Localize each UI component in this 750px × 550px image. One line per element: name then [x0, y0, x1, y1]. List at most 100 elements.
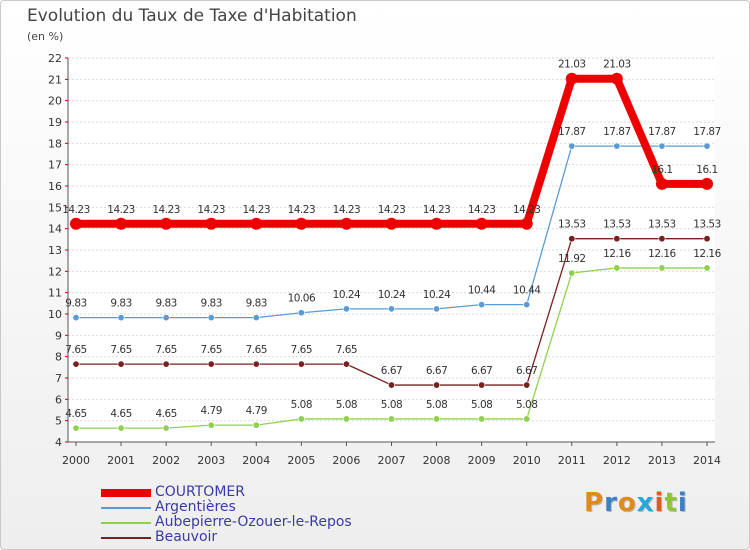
data-label: 21.03: [558, 59, 586, 71]
data-point: [342, 360, 350, 368]
x-tick-label: 2000: [62, 454, 90, 467]
data-point: [478, 381, 486, 389]
data-point: [658, 235, 666, 243]
data-point: [252, 360, 260, 368]
data-label: 9.83: [201, 298, 222, 310]
data-label: 17.87: [648, 126, 676, 138]
logo-letter: i: [677, 488, 688, 518]
x-tick-label: 2006: [332, 454, 360, 467]
y-tick-label: 19: [48, 116, 62, 129]
data-point: [475, 217, 488, 230]
data-point: [568, 235, 576, 243]
data-label: 13.53: [648, 219, 676, 231]
logo-letter: x: [636, 488, 655, 518]
data-label: 12.16: [603, 248, 631, 260]
data-point: [340, 217, 353, 230]
data-label: 10.24: [378, 289, 406, 301]
data-label: 13.53: [603, 219, 631, 231]
data-point: [568, 142, 576, 150]
data-label: 17.87: [603, 126, 631, 138]
data-label: 21.03: [603, 59, 631, 71]
data-label: 12.16: [648, 248, 676, 260]
data-point: [703, 264, 711, 272]
x-tick-label: 2011: [558, 454, 586, 467]
data-label: 7.65: [65, 344, 86, 356]
data-point: [115, 217, 128, 230]
logo-letter: o: [617, 488, 637, 518]
data-point: [703, 235, 711, 243]
data-label: 14.23: [62, 204, 90, 216]
data-point: [385, 217, 398, 230]
data-label: 4.65: [155, 408, 176, 420]
data-label: 11.92: [558, 253, 586, 265]
data-label: 5.08: [336, 399, 357, 411]
data-label: 5.08: [381, 399, 402, 411]
data-label: 5.08: [426, 399, 447, 411]
data-point: [658, 142, 666, 150]
data-label: 14.23: [513, 204, 541, 216]
data-label: 4.65: [65, 408, 86, 420]
data-point: [117, 314, 125, 322]
data-point: [523, 415, 531, 423]
y-tick-label: 17: [48, 159, 62, 172]
data-point: [342, 305, 350, 313]
data-point: [252, 421, 260, 429]
x-tick-label: 2008: [423, 454, 451, 467]
data-point: [162, 360, 170, 368]
x-tick-label: 2009: [468, 454, 496, 467]
data-point: [613, 264, 621, 272]
data-point: [252, 314, 260, 322]
y-tick-label: 16: [48, 180, 62, 193]
data-point: [72, 360, 80, 368]
data-point: [207, 314, 215, 322]
y-tick-label: 11: [48, 287, 62, 300]
data-label: 17.87: [693, 126, 721, 138]
data-label: 5.08: [516, 399, 537, 411]
data-label: 10.24: [423, 289, 451, 301]
data-point: [520, 217, 533, 230]
data-label: 9.83: [65, 298, 86, 310]
data-label: 14.23: [333, 204, 361, 216]
data-label: 14.23: [378, 204, 406, 216]
data-point: [703, 142, 711, 150]
data-point: [160, 217, 173, 230]
data-label: 7.65: [155, 344, 176, 356]
data-point: [568, 269, 576, 277]
data-point: [72, 314, 80, 322]
data-label: 7.65: [246, 344, 267, 356]
y-tick-label: 8: [55, 351, 62, 364]
data-point: [565, 72, 578, 85]
data-label: 10.24: [333, 289, 361, 301]
data-label: 7.65: [110, 344, 131, 356]
data-point: [658, 264, 666, 272]
x-tick-label: 2007: [378, 454, 406, 467]
data-label: 9.83: [246, 298, 267, 310]
legend-label: Argentières: [155, 499, 236, 515]
data-point: [297, 360, 305, 368]
logo-letter: P: [584, 488, 605, 518]
plot-area: [68, 58, 715, 442]
y-tick-label: 7: [55, 372, 62, 385]
legend-swatch: [101, 507, 151, 509]
data-point: [297, 309, 305, 317]
legend-label: COURTOMER: [155, 484, 245, 500]
data-label: 5.08: [471, 399, 492, 411]
data-point: [162, 314, 170, 322]
data-point: [72, 424, 80, 432]
data-label: 16.1: [651, 164, 672, 176]
data-label: 9.83: [155, 298, 176, 310]
x-tick-label: 2012: [603, 454, 631, 467]
data-point: [207, 360, 215, 368]
data-point: [655, 177, 668, 190]
y-tick-label: 12: [48, 265, 62, 278]
proxiti-logo: Proxiti: [584, 488, 688, 518]
x-tick-label: 2014: [693, 454, 721, 467]
y-tick-label: 15: [48, 201, 62, 214]
data-label: 6.67: [471, 365, 492, 377]
data-label: 4.65: [110, 408, 131, 420]
data-point: [250, 217, 263, 230]
data-label: 4.79: [201, 405, 222, 417]
data-label: 12.16: [693, 248, 721, 260]
